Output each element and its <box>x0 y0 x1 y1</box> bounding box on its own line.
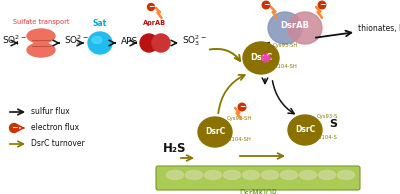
Text: Cys93-S: Cys93-S <box>317 114 338 119</box>
Text: H₂S: H₂S <box>163 142 186 155</box>
Text: S: S <box>329 119 337 129</box>
Ellipse shape <box>318 171 336 179</box>
Text: DsrC turnover: DsrC turnover <box>31 139 85 148</box>
Ellipse shape <box>10 124 18 133</box>
Ellipse shape <box>224 171 240 179</box>
Ellipse shape <box>166 171 184 179</box>
Text: Cys104-S: Cys104-S <box>313 135 338 140</box>
Text: −: − <box>319 0 325 9</box>
Text: Sat: Sat <box>93 20 107 29</box>
Ellipse shape <box>243 42 279 74</box>
Ellipse shape <box>27 29 55 43</box>
Ellipse shape <box>204 171 222 179</box>
Text: −: − <box>239 102 245 111</box>
Ellipse shape <box>140 34 158 52</box>
Text: SO$_3^{2-}$: SO$_3^{2-}$ <box>182 34 207 48</box>
Ellipse shape <box>242 171 260 179</box>
Text: DsrC: DsrC <box>295 125 315 133</box>
Text: −: − <box>148 2 154 11</box>
Text: Cys104-SH: Cys104-SH <box>269 64 298 69</box>
Ellipse shape <box>318 1 326 9</box>
Ellipse shape <box>198 117 232 147</box>
Ellipse shape <box>288 115 322 145</box>
Text: DsrC: DsrC <box>205 126 225 135</box>
Ellipse shape <box>186 171 202 179</box>
FancyBboxPatch shape <box>156 166 360 190</box>
Text: DsrMKJOP: DsrMKJOP <box>239 190 277 194</box>
Ellipse shape <box>280 171 298 179</box>
Ellipse shape <box>268 12 302 44</box>
Ellipse shape <box>88 32 112 54</box>
Text: SO$_4^{2-}$: SO$_4^{2-}$ <box>2 34 27 48</box>
Text: −: − <box>11 123 17 132</box>
Ellipse shape <box>152 34 170 52</box>
Ellipse shape <box>338 171 354 179</box>
Ellipse shape <box>238 103 246 111</box>
Ellipse shape <box>34 39 48 47</box>
Text: SO$_4^{2-}$: SO$_4^{2-}$ <box>64 34 89 48</box>
Text: AprAB: AprAB <box>144 20 166 26</box>
Text: APS: APS <box>121 36 138 46</box>
Ellipse shape <box>92 36 102 43</box>
Ellipse shape <box>262 171 278 179</box>
Text: −: − <box>263 0 269 9</box>
Text: Sulfate transport: Sulfate transport <box>13 19 69 25</box>
Text: Cys93-SH: Cys93-SH <box>227 116 252 121</box>
Ellipse shape <box>300 171 316 179</box>
Text: DsrC: DsrC <box>250 53 272 61</box>
Ellipse shape <box>288 12 322 44</box>
Ellipse shape <box>148 3 154 10</box>
Text: thionates, H₂S: thionates, H₂S <box>358 23 400 33</box>
Text: Cys104-SH: Cys104-SH <box>223 137 252 142</box>
Text: DsrAB: DsrAB <box>280 21 310 29</box>
Text: sulfur flux: sulfur flux <box>31 107 70 117</box>
Ellipse shape <box>27 43 55 57</box>
Text: Cys93-SH: Cys93-SH <box>273 43 298 48</box>
Text: electron flux: electron flux <box>31 124 79 133</box>
Ellipse shape <box>262 1 270 9</box>
